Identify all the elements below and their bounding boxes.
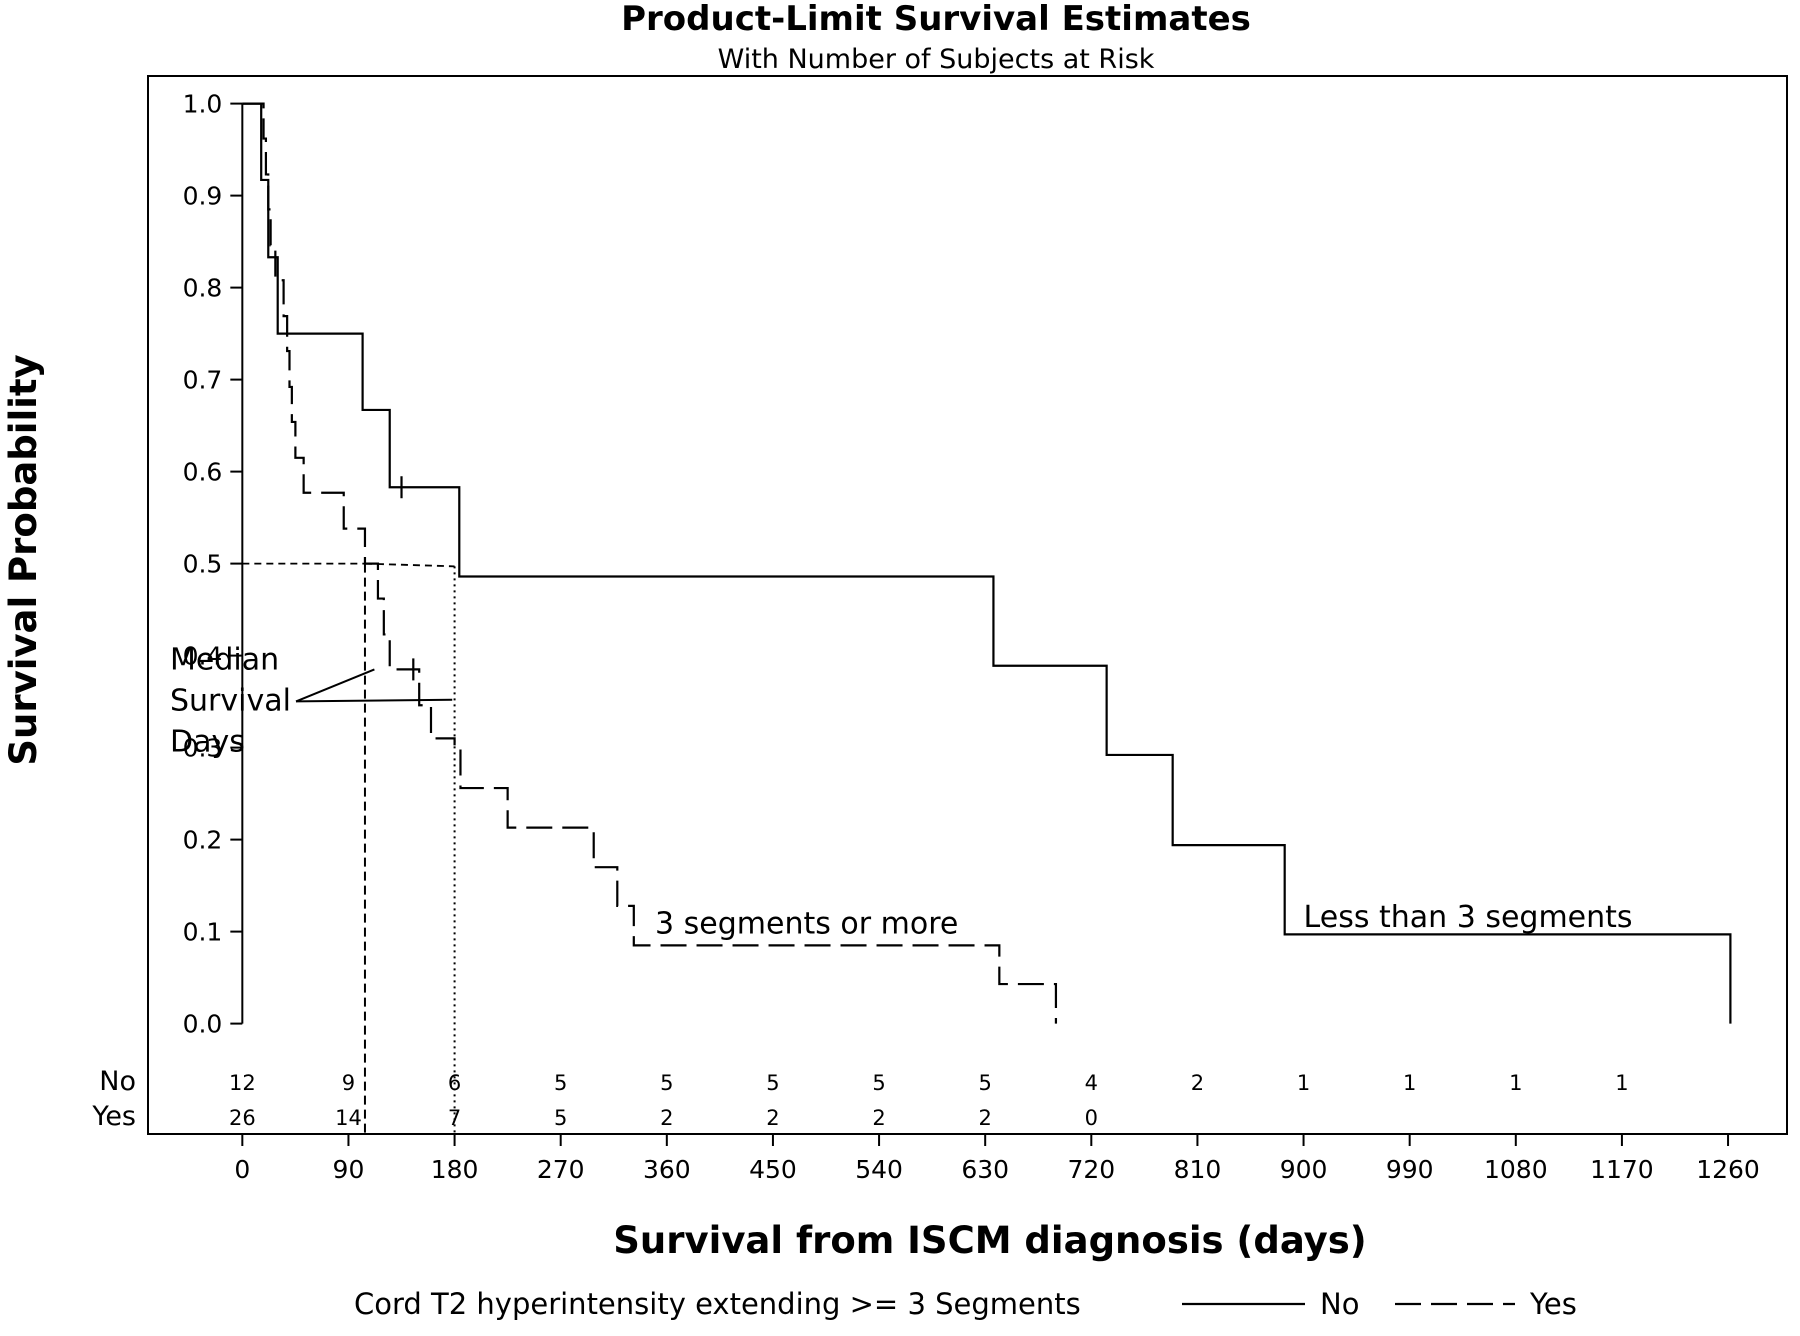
- x-tick-label: 540: [855, 1155, 903, 1184]
- chart-title: Product-Limit Survival Estimates: [621, 0, 1251, 39]
- x-tick-label: 180: [431, 1155, 479, 1184]
- chart-annotations: Median Survival Days 3 segments or more Less…: [170, 642, 1633, 941]
- at-risk-count: 2: [660, 1106, 673, 1130]
- at-risk-count: 14: [335, 1106, 362, 1130]
- chart-subtitle: With Number of Subjects at Risk: [718, 44, 1155, 75]
- x-tick-label: 630: [961, 1155, 1009, 1184]
- y-tick-label: 0.0: [183, 1010, 223, 1039]
- legend-title: Cord T2 hyperintensity extending >= 3 Se…: [354, 1287, 1081, 1321]
- x-tick-label: 90: [333, 1155, 365, 1184]
- x-tick-label: 1080: [1484, 1155, 1548, 1184]
- median-label-line: Days: [170, 724, 245, 759]
- median-pointer-yes: [295, 668, 375, 703]
- at-risk-count: 5: [554, 1106, 567, 1130]
- axis-ticks: 0.00.10.20.30.40.50.60.70.80.91.00 90 180 2…: [183, 90, 1760, 1184]
- x-tick-label: 810: [1174, 1155, 1222, 1184]
- x-tick-label: 900: [1280, 1155, 1328, 1184]
- x-axis-label: Survival from ISCM diagnosis (days): [613, 1219, 1366, 1262]
- label-less-than-3-segments: Less than 3 segments: [1304, 900, 1633, 935]
- y-tick-label: 0.5: [183, 550, 223, 579]
- x-tick-label: 360: [643, 1155, 691, 1184]
- at-risk-count: 5: [766, 1071, 779, 1095]
- at-risk-count: 7: [448, 1106, 461, 1130]
- median-label-line: Median: [170, 642, 279, 677]
- median-reference-lines: [242, 562, 456, 1134]
- x-tick-label: 990: [1386, 1155, 1434, 1184]
- y-tick-label: 0.1: [183, 918, 223, 947]
- at-risk-count: 1: [1509, 1071, 1522, 1095]
- y-tick-label: 0.2: [183, 826, 223, 855]
- at-risk-row-label: No: [99, 1066, 136, 1097]
- at-risk-count: 1: [1403, 1071, 1416, 1095]
- x-tick-label: 1260: [1696, 1155, 1760, 1184]
- y-tick-label: 0.3: [183, 734, 223, 763]
- y-tick-label: 0.4: [183, 642, 223, 671]
- series-line-no: [242, 102, 1732, 1024]
- median-label-line: Survival: [170, 683, 291, 718]
- legend: Cord T2 hyperintensity extending >= 3 Se…: [354, 1287, 1577, 1321]
- legend-label-no: No: [1320, 1287, 1359, 1321]
- x-tick-label: 0: [234, 1155, 250, 1184]
- y-tick-label: 0.7: [183, 366, 223, 395]
- median-horizontal-line-continued: [364, 562, 455, 568]
- at-risk-row-label: Yes: [91, 1101, 136, 1132]
- at-risk-count: 26: [229, 1106, 256, 1130]
- y-axis-label: Survival Probability: [2, 354, 45, 765]
- at-risk-count: 2: [872, 1106, 885, 1130]
- at-risk-count: 4: [1085, 1071, 1098, 1095]
- x-tick-label: 720: [1067, 1155, 1115, 1184]
- at-risk-count: 5: [660, 1071, 673, 1095]
- median-pointer-no: [295, 698, 453, 703]
- y-tick-label: 0.8: [183, 274, 223, 303]
- series-line-yes: [242, 102, 1058, 1024]
- at-risk-count: 2: [978, 1106, 991, 1130]
- at-risk-count: 5: [978, 1071, 991, 1095]
- at-risk-count: 2: [766, 1106, 779, 1130]
- at-risk-count: 6: [448, 1071, 461, 1095]
- at-risk-count: 5: [872, 1071, 885, 1095]
- survival-curves: [242, 102, 1732, 1024]
- at-risk-count: 9: [342, 1071, 355, 1095]
- at-risk-count: 0: [1085, 1106, 1098, 1130]
- at-risk-count: 1: [1297, 1071, 1310, 1095]
- x-tick-label: 450: [749, 1155, 797, 1184]
- label-3-segments-or-more: 3 segments or more: [655, 906, 958, 941]
- x-tick-label: 1170: [1590, 1155, 1654, 1184]
- plot-frame: [147, 75, 1788, 1135]
- at-risk-count: 1: [1615, 1071, 1628, 1095]
- y-tick-label: 1.0: [183, 90, 223, 119]
- at-risk-table: No 12 9 6 5 5 5 5 5 4 2 1 1 1 1 Yes 26 14 7 5 2 2 2 2 0: [91, 1066, 1628, 1132]
- y-tick-label: 0.9: [183, 182, 223, 211]
- at-risk-count: 2: [1191, 1071, 1204, 1095]
- legend-label-yes: Yes: [1529, 1287, 1577, 1321]
- at-risk-count: 12: [229, 1071, 256, 1095]
- at-risk-count: 5: [554, 1071, 567, 1095]
- y-tick-label: 0.6: [183, 458, 223, 487]
- x-tick-label: 270: [537, 1155, 585, 1184]
